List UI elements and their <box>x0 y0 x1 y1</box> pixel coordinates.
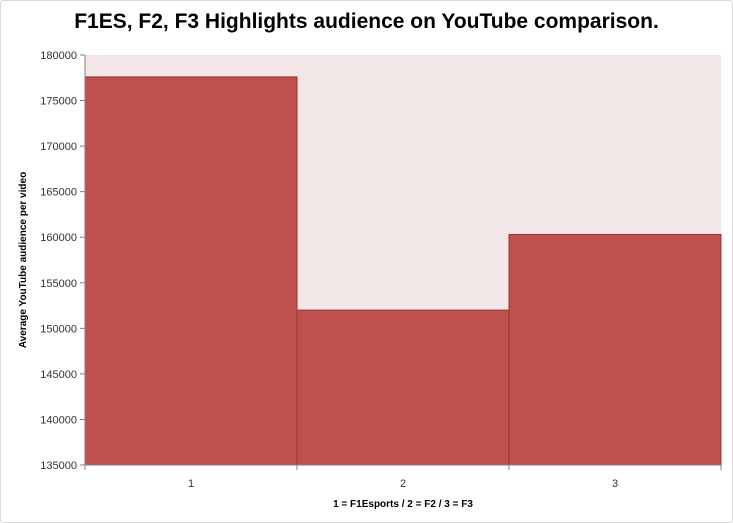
y-tick-label: 170000 <box>40 141 77 153</box>
x-tick-label: 1 <box>188 478 194 490</box>
x-tick-label: 3 <box>612 478 618 490</box>
x-tick-label: 2 <box>400 478 406 490</box>
y-tick-label: 140000 <box>40 414 77 426</box>
x-axis-label: 1 = F1Esports / 2 = F2 / 3 = F3 <box>333 499 473 510</box>
y-tick-label: 180000 <box>40 50 77 62</box>
y-tick-label: 175000 <box>40 96 77 108</box>
bar-1 <box>84 76 298 466</box>
y-axis-label: Average YouTube audience per video <box>18 172 29 348</box>
bar-2 <box>296 309 510 466</box>
y-tick-label: 150000 <box>40 323 77 335</box>
bar-3 <box>508 233 722 466</box>
y-tick-label: 145000 <box>40 369 77 381</box>
y-tick-label: 165000 <box>40 187 77 199</box>
chart-title: F1ES, F2, F3 Highlights audience on YouT… <box>74 10 659 33</box>
y-tick-label: 135000 <box>40 460 77 472</box>
y-tick-label: 155000 <box>40 278 77 290</box>
y-tick-label: 160000 <box>40 232 77 244</box>
